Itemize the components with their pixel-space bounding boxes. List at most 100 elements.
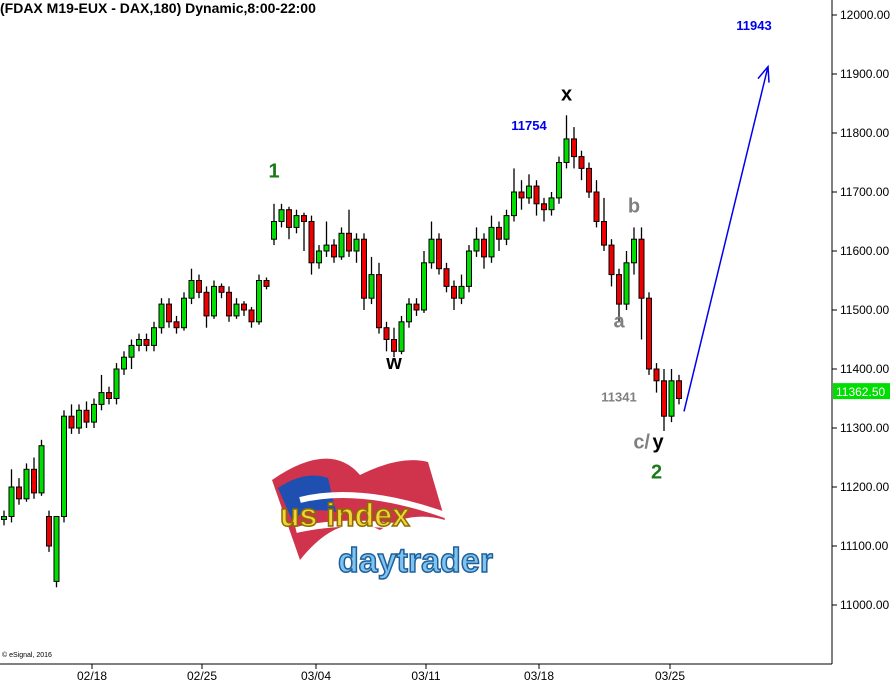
candle-body: [436, 238, 442, 270]
candle: [421, 251, 427, 313]
candle: [241, 301, 247, 316]
candle: [286, 206, 292, 240]
projection-line: [683, 66, 769, 412]
candle-body: [68, 415, 75, 429]
candle-body: [1, 516, 7, 520]
candle: [166, 298, 172, 328]
y-tick-label: 11400.00: [840, 362, 889, 376]
candle-body: [316, 250, 322, 264]
x-tick-label: 02/18: [77, 669, 107, 683]
candle: [541, 197, 547, 222]
candle: [61, 410, 67, 523]
candle-body: [473, 238, 480, 252]
candle-body: [128, 344, 135, 358]
candle-body: [526, 185, 532, 199]
candle-body: [76, 409, 82, 429]
candle: [248, 307, 255, 328]
candle-body: [541, 203, 547, 211]
candle: [106, 386, 112, 405]
candle: [638, 227, 645, 340]
wave-label: 11341: [601, 389, 636, 404]
candle-body: [248, 309, 255, 323]
candle: [451, 280, 457, 310]
candle: [151, 321, 157, 352]
wave-label: b: [628, 196, 640, 218]
candle: [113, 363, 120, 405]
current-price-label: 11362.50: [836, 385, 885, 399]
candle-body: [503, 215, 510, 240]
candle-body: [196, 280, 202, 293]
candle: [413, 298, 420, 316]
candle: [136, 333, 142, 352]
candle: [158, 298, 165, 334]
candle-body: [556, 162, 562, 199]
copyright: © eSignal, 2016: [2, 652, 52, 659]
candle-body: [406, 303, 412, 323]
candle: [631, 227, 637, 275]
wave-label: a: [613, 311, 625, 333]
candle: [383, 321, 390, 352]
candle: [8, 469, 15, 523]
candle: [188, 268, 195, 305]
candle-body: [481, 238, 487, 258]
candle-body: [601, 221, 607, 246]
candle: [173, 315, 180, 334]
candle-body: [121, 356, 127, 370]
candle: [578, 150, 585, 181]
y-tick-label: 11600.00: [840, 244, 889, 258]
candle-body: [533, 185, 540, 205]
candle: [181, 292, 187, 331]
wave-label: 2: [651, 461, 662, 483]
candle: [668, 369, 675, 423]
candle-body: [361, 238, 367, 299]
candle: [511, 168, 517, 222]
candle-body: [83, 409, 90, 423]
candle: [458, 274, 465, 305]
candle: [46, 510, 52, 552]
candle-body: [638, 238, 645, 299]
candle-body: [241, 303, 247, 311]
wave-label: 11754: [511, 118, 547, 133]
candle-body: [563, 138, 570, 163]
candle: [533, 180, 540, 216]
candle-body: [31, 468, 37, 494]
candle-body: [188, 280, 195, 299]
candle-body: [608, 244, 615, 276]
candle: [436, 233, 442, 275]
candle-body: [368, 274, 375, 299]
candle: [271, 203, 277, 246]
candle: [653, 363, 660, 393]
candle: [481, 233, 487, 269]
candle-body: [98, 392, 105, 405]
y-tick-label: 11300.00: [840, 421, 889, 435]
candle-body: [143, 339, 150, 346]
candle: [361, 233, 367, 310]
candle-body: [91, 403, 97, 423]
candle: [91, 398, 97, 428]
candle: [128, 339, 135, 369]
candle-body: [323, 244, 330, 252]
current-price-box: [833, 383, 890, 400]
candle: [376, 262, 382, 334]
candle: [563, 115, 570, 169]
candle: [53, 516, 60, 588]
projection-arrowhead: [757, 64, 770, 83]
candle-body: [46, 516, 52, 547]
candle-body: [331, 244, 337, 258]
candle: [1, 510, 7, 526]
candle-body: [653, 368, 660, 382]
candle-body: [308, 221, 315, 264]
candle-body: [451, 285, 457, 299]
wave-label: y: [653, 432, 665, 454]
candle-body: [428, 238, 435, 264]
candle-body: [271, 221, 277, 240]
candle-body: [646, 297, 652, 370]
candle: [23, 463, 30, 502]
candle: [496, 221, 502, 251]
candle-body: [346, 232, 352, 252]
candle: [301, 212, 307, 251]
candle-body: [293, 215, 300, 228]
candle: [661, 369, 667, 431]
candle-body: [398, 321, 405, 352]
candle-body: [488, 226, 495, 258]
